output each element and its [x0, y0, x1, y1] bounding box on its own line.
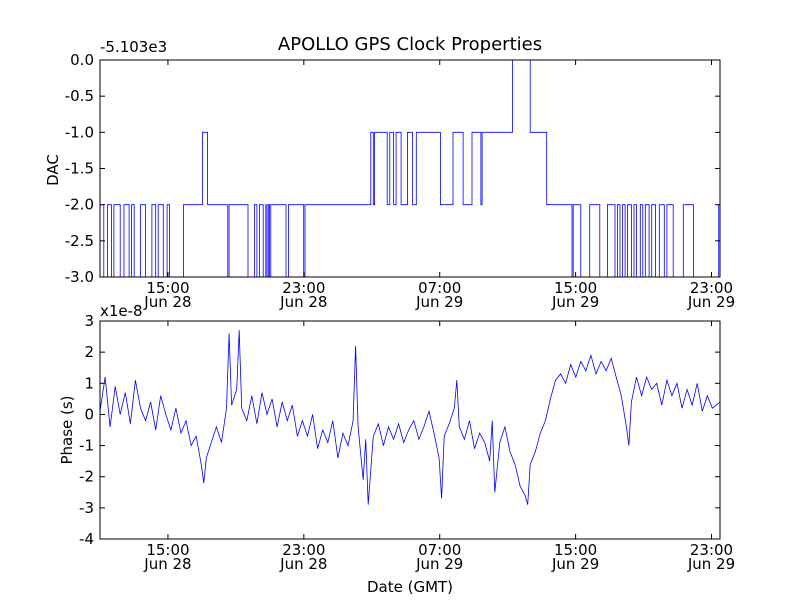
dac-y-axis-label: DAC [44, 154, 62, 186]
dac-panel: -5.103e3 DAC 0.0 -0.5 -1.0 -1.5 -2.0 -2.5 -3.0… [44, 38, 735, 311]
dac-ytick-label: 0.0 [70, 51, 94, 69]
phase-ytick-label: 0 [84, 405, 94, 423]
phase-ytick-label: -2 [79, 468, 94, 486]
phase-xtick-date: Jun 28 [143, 555, 191, 573]
dac-ytick-label: -2.5 [65, 232, 94, 250]
phase-y-axis-label: Phase (s) [58, 395, 76, 464]
dac-xtick-time: 23:00 [690, 279, 733, 297]
dac-ytick-label: -2.0 [65, 196, 94, 214]
dac-xtick-date: Jun 29 [415, 293, 463, 311]
phase-series-line [99, 330, 721, 505]
dac-xtick-date: Jun 28 [143, 293, 191, 311]
dac-offset-label: -5.103e3 [100, 38, 167, 56]
phase-ytick-label: -4 [79, 530, 94, 548]
phase-xtick-time: 07:00 [418, 541, 461, 559]
dac-xtick-date: Jun 28 [279, 293, 327, 311]
phase-offset-label: x1e-8 [100, 302, 143, 320]
phase-plot-frame [99, 320, 721, 540]
dac-ytick-label: -3.0 [65, 268, 94, 286]
phase-xtick-time: 15:00 [554, 541, 597, 559]
dac-ytick-label: -0.5 [65, 87, 94, 105]
dac-ytick-label: -1.0 [65, 123, 94, 141]
phase-ytick-label: 2 [84, 343, 94, 361]
dac-xtick-time: 15:00 [146, 279, 189, 297]
dac-xtick-date: Jun 29 [551, 293, 599, 311]
phase-ytick-label: 3 [84, 312, 94, 330]
dac-plot-frame [99, 59, 721, 278]
phase-ytick-label: -3 [79, 499, 94, 517]
phase-xtick-time: 23:00 [690, 541, 733, 559]
dac-xtick-time: 23:00 [282, 279, 325, 297]
dac-xtick-time: 07:00 [418, 279, 461, 297]
phase-xtick-date: Jun 28 [279, 555, 327, 573]
dac-xtick-date: Jun 29 [687, 293, 735, 311]
phase-xtick-date: Jun 29 [415, 555, 463, 573]
dac-ytick-label: -1.5 [65, 160, 94, 178]
phase-xtick-date: Jun 29 [551, 555, 599, 573]
dac-xtick-time: 15:00 [554, 279, 597, 297]
chart-title: APOLLO GPS Clock Properties [278, 34, 542, 55]
phase-xtick-time: 23:00 [282, 541, 325, 559]
phase-xtick-date: Jun 29 [687, 555, 735, 573]
phase-xtick-time: 15:00 [146, 541, 189, 559]
phase-x-axis-label: Date (GMT) [367, 578, 453, 596]
phase-ytick-label: 1 [84, 374, 94, 392]
phase-ytick-label: -1 [79, 437, 94, 455]
phase-panel: x1e-8 Phase (s) Date (GMT) 3 2 1 0 -1 -2 -3 -4 1… [58, 302, 735, 596]
